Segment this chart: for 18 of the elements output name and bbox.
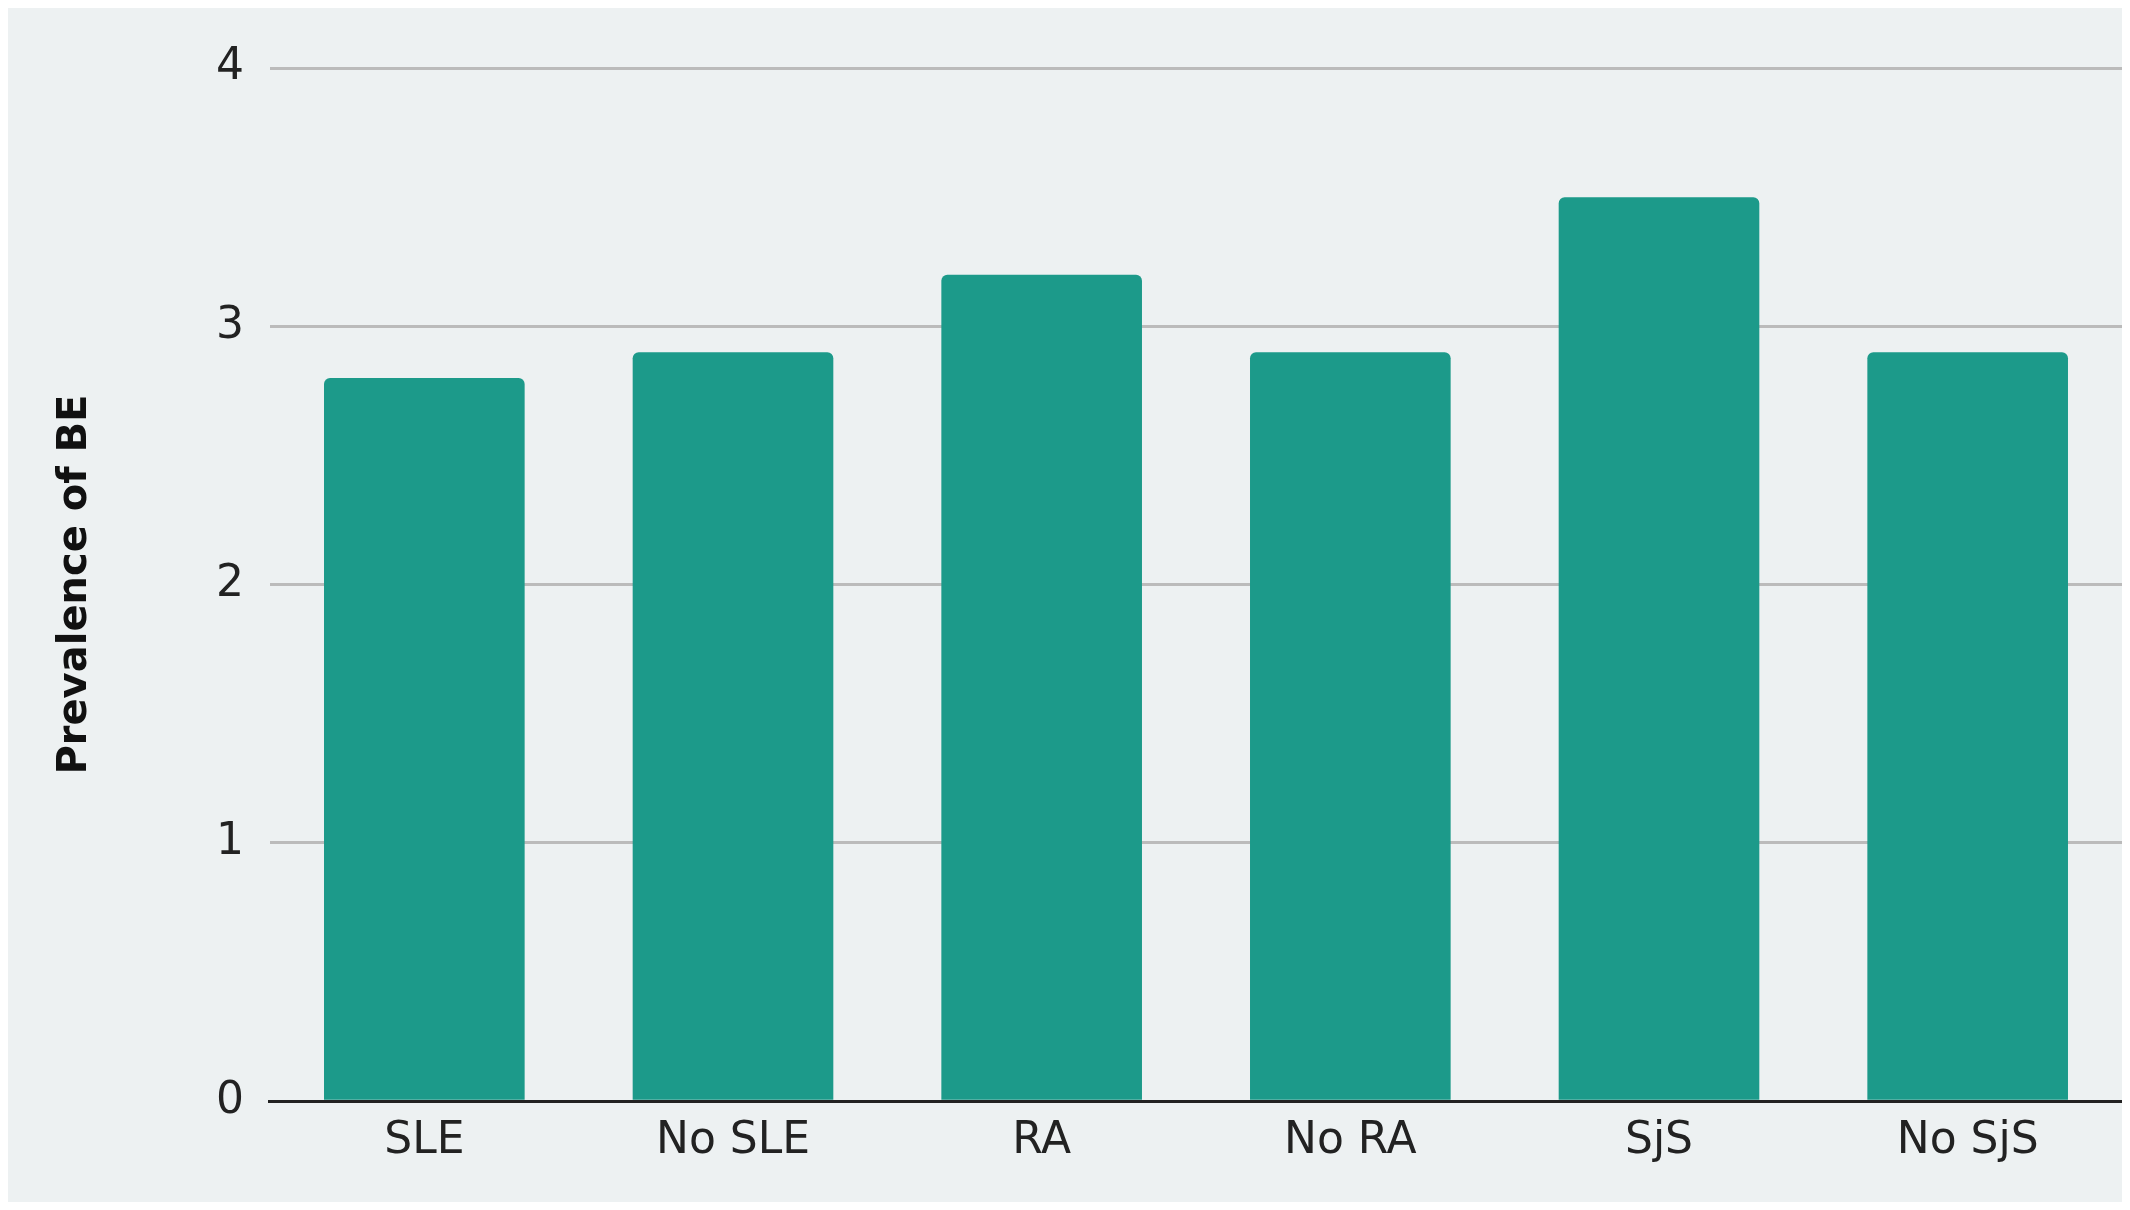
y-tick-label: 3 (215, 296, 244, 348)
x-tick-label: SjS (1624, 1112, 1694, 1164)
bar (1867, 352, 2068, 1100)
x-tick-label: No SjS (1896, 1112, 2039, 1164)
x-tick-label: SLE (384, 1112, 465, 1164)
bar (1558, 197, 1760, 1100)
y-tick-label: 0 (215, 1071, 244, 1123)
y-tick-label: 2 (215, 555, 244, 607)
y-tick-label: 1 (215, 813, 244, 865)
y-axis-title: Prevalence of BE (49, 394, 96, 775)
x-tick-label: RA (1012, 1112, 1072, 1164)
x-tick-label: No SLE (655, 1112, 811, 1164)
y-tick-label: 4 (215, 38, 244, 90)
bar (941, 274, 1142, 1100)
bar (1250, 352, 1451, 1100)
bar (324, 377, 525, 1100)
x-tick-label: No RA (1283, 1112, 1417, 1164)
bar (632, 352, 834, 1100)
